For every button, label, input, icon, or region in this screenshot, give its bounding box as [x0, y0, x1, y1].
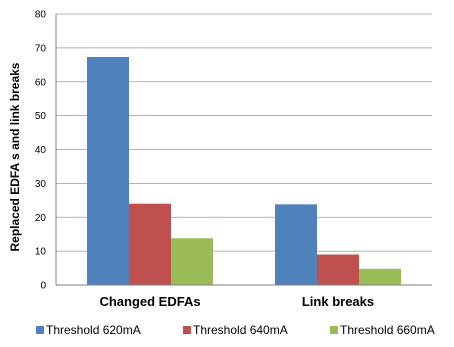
- y-tick-label: 80: [35, 10, 47, 21]
- bar: [275, 204, 317, 285]
- y-tick-label: 10: [35, 247, 47, 258]
- legend-label: Threshold 620mA: [46, 323, 141, 337]
- y-axis-title: Replaced EDFA s and link breaks: [8, 62, 22, 251]
- y-axis-tick-labels: 0 10 20 30 40 50 60 70 80: [35, 10, 47, 292]
- y-tick-label: 40: [35, 145, 47, 156]
- y-tick-label: 30: [35, 179, 47, 190]
- bar: [87, 57, 129, 285]
- bar: [359, 268, 401, 285]
- y-tick-label: 0: [40, 281, 46, 292]
- x-category-label: Changed EDFAs: [99, 294, 200, 309]
- y-tick-label: 60: [35, 77, 47, 88]
- legend-label: Threshold 660mA: [340, 323, 435, 337]
- legend-swatch: [330, 326, 338, 334]
- y-tick-label: 70: [35, 43, 47, 54]
- bar: [317, 254, 359, 285]
- bars: [87, 57, 401, 285]
- x-category-label: Link breaks: [302, 294, 374, 309]
- y-tick-label: 50: [35, 111, 47, 122]
- legend-swatch: [36, 326, 44, 334]
- bar: [171, 238, 213, 285]
- y-tick-label: 20: [35, 213, 47, 224]
- bar: [129, 203, 171, 285]
- legend: Threshold 620mA Threshold 640mA Threshold …: [36, 323, 435, 337]
- legend-swatch: [183, 326, 191, 334]
- axes: [55, 14, 432, 286]
- legend-label: Threshold 640mA: [193, 323, 288, 337]
- x-axis-category-labels: Changed EDFAs Link breaks: [99, 294, 374, 309]
